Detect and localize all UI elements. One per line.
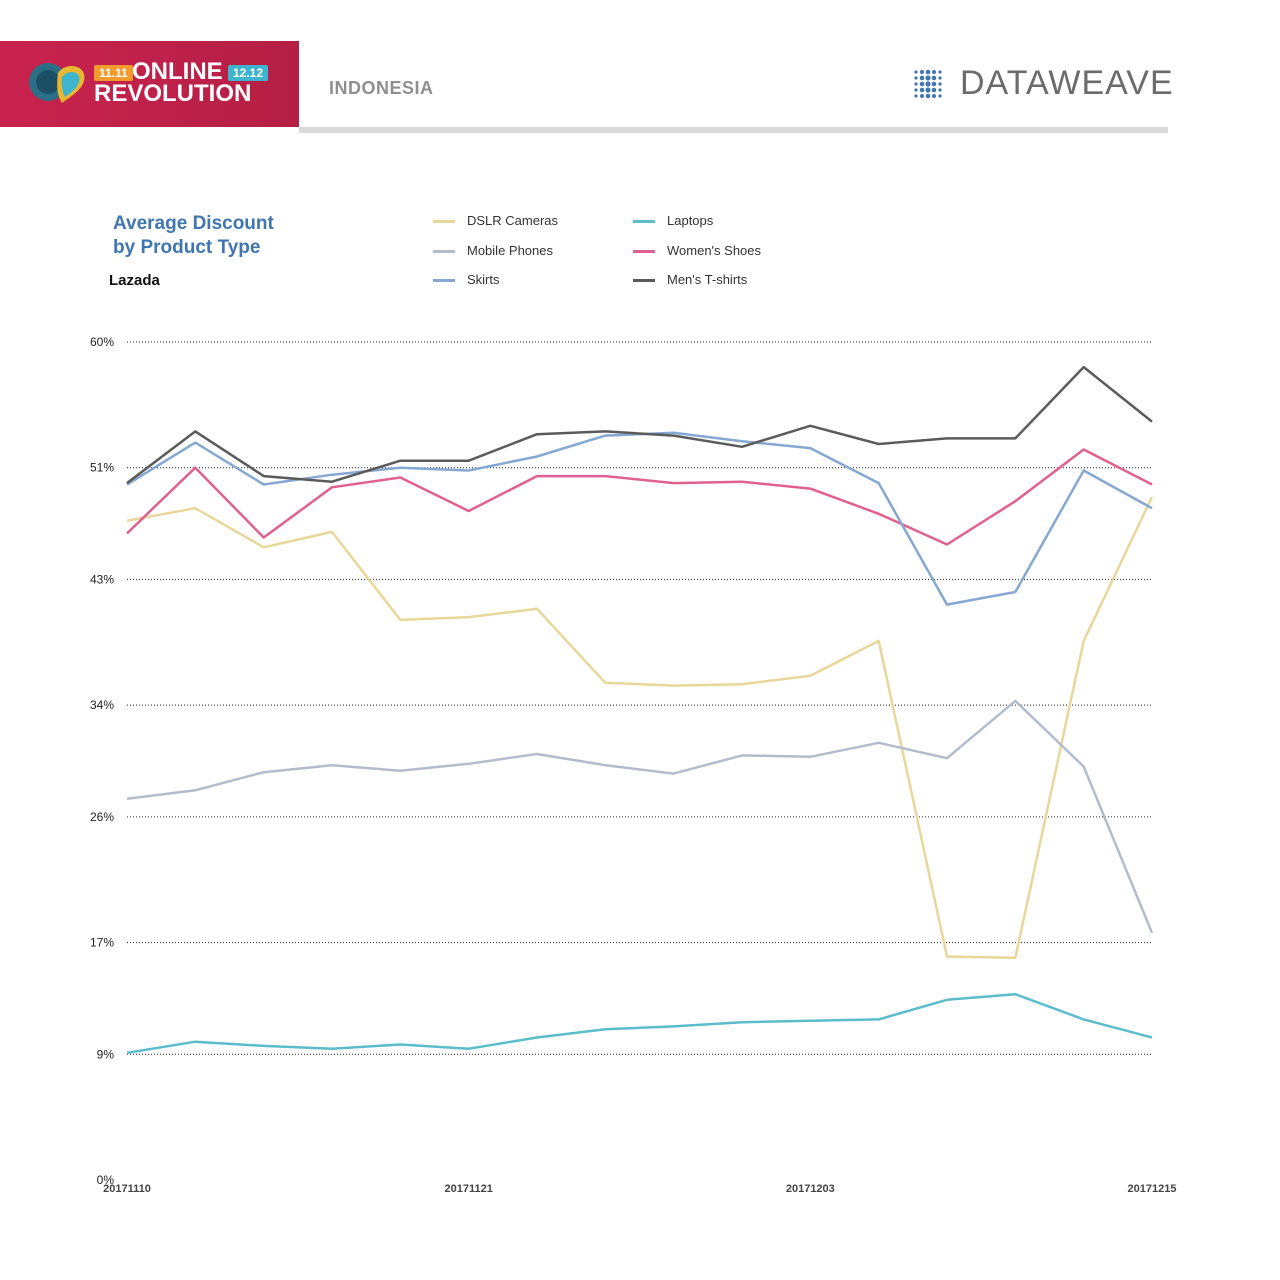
- y-tick-label: 17%: [90, 936, 114, 950]
- y-tick-label: 9%: [97, 1047, 115, 1061]
- y-tick-label: 0%: [97, 1173, 115, 1187]
- badge-1111: 11.11: [94, 65, 133, 81]
- x-axis-ticks: 20171110 20171121 20171203 20171215: [103, 1183, 1176, 1195]
- series-line-women-s-shoes: [126, 448, 1153, 546]
- x-tick-label: 20171110: [103, 1183, 151, 1195]
- x-tick-label: 20171215: [1128, 1183, 1177, 1195]
- series-line-men-s-t-shirts: [126, 365, 1153, 485]
- legend-swatch: [633, 250, 655, 253]
- y-axis-ticks: 0% 9% 17% 26% 34% 43% 51% 60%: [90, 335, 114, 1187]
- legend-swatch: [433, 220, 455, 223]
- y-tick-label: 60%: [90, 335, 114, 349]
- legend-label: Skirts: [467, 272, 500, 287]
- legend-label: Mobile Phones: [467, 243, 553, 258]
- y-tick-label: 43%: [90, 572, 114, 586]
- legend-label: Women's Shoes: [667, 243, 762, 258]
- x-tick-label: 20171121: [444, 1183, 492, 1195]
- company-name: DATAWEAVE: [960, 64, 1174, 102]
- chart-title-line-1: Average Discount: [113, 213, 274, 234]
- legend-swatch: [433, 250, 455, 253]
- legend-label: Laptops: [667, 213, 714, 228]
- chart-grid: [127, 341, 1152, 1055]
- legend-label: Men's T-shirts: [667, 272, 748, 287]
- dataweave-dots-logo-icon: [914, 69, 942, 99]
- brand-line-2: REVOLUTION: [94, 80, 252, 107]
- badge-1212: 12.12: [228, 65, 269, 81]
- y-tick-label: 34%: [90, 698, 114, 712]
- header-divider: [299, 127, 1168, 133]
- series-line-skirts: [126, 431, 1153, 606]
- legend-swatch: [633, 220, 655, 223]
- series-line-mobile-phones: [126, 699, 1154, 934]
- legend-label: DSLR Cameras: [467, 213, 559, 228]
- chart-title: Average Discount by Product Type: [113, 212, 413, 260]
- brand-line-1: ONLINE: [132, 58, 223, 85]
- x-tick-label: 20171203: [786, 1183, 835, 1195]
- event-banner: 11.11 ONLINE 12.12 REVOLUTION: [0, 41, 299, 127]
- legend-swatch: [633, 279, 655, 282]
- heart-globe-logo-icon: [29, 63, 85, 103]
- chart-subtitle: Lazada: [109, 272, 160, 289]
- series-line-laptops: [126, 992, 1153, 1055]
- legend-swatch: [433, 279, 455, 282]
- country-label: INDONESIA: [329, 78, 434, 98]
- chart-title-line-2: by Product Type: [113, 237, 261, 258]
- chart-series: [126, 365, 1154, 1055]
- series-line-dslr-cameras: [126, 496, 1154, 960]
- y-tick-label: 51%: [90, 461, 114, 475]
- y-tick-label: 26%: [90, 810, 114, 824]
